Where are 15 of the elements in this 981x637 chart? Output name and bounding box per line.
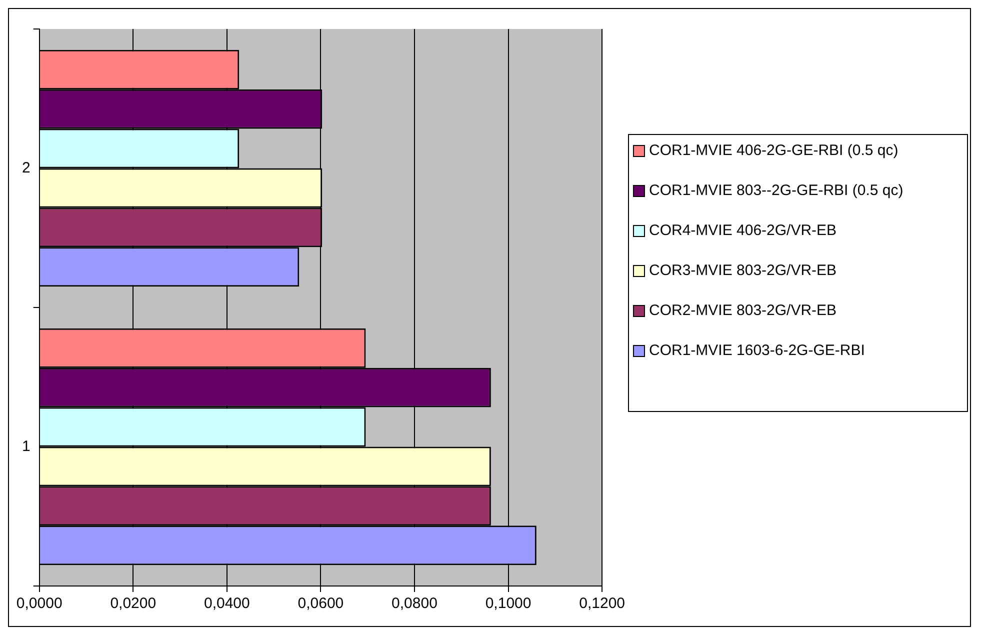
x-tick-label: 0,0000	[16, 595, 62, 612]
x-tick-label: 0,0800	[392, 595, 438, 612]
legend-label: COR2-MVIE 803-2G/VR-EB	[649, 300, 837, 320]
legend-label: COR4-MVIE 406-2G/VR-EB	[649, 220, 837, 240]
legend-label: COR1-MVIE 803--2G-GE-RBI (0.5 qc)	[649, 180, 904, 200]
x-tick-label: 0,0600	[298, 595, 344, 612]
x-tick-label: 0,0200	[110, 595, 156, 612]
x-tick-label: 0,1200	[579, 595, 626, 612]
y-tick-label: 2	[22, 159, 30, 176]
y-tick-label: 1	[22, 438, 30, 455]
x-tick-label: 0,1000	[485, 595, 532, 612]
legend-label: COR1-MVIE 406-2G-GE-RBI (0.5 qc)	[649, 140, 898, 160]
x-tick-label: 0,0400	[204, 595, 250, 612]
legend-label: COR3-MVIE 803-2G/VR-EB	[649, 260, 837, 280]
legend-label: COR1-MVIE 1603-6-2G-GE-RBI	[649, 340, 865, 360]
